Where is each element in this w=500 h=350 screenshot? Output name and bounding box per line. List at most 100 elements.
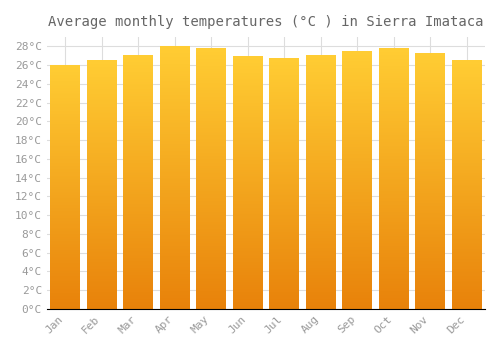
Bar <box>306 172 336 173</box>
Bar <box>196 243 226 245</box>
Bar <box>50 102 80 104</box>
Bar <box>232 278 262 280</box>
Bar <box>269 302 299 304</box>
Bar <box>306 207 336 209</box>
Bar <box>123 281 153 284</box>
Bar <box>232 194 262 196</box>
Bar <box>306 55 336 57</box>
Bar <box>269 148 299 150</box>
Bar <box>160 116 190 118</box>
Bar <box>196 281 226 283</box>
Bar <box>160 142 190 145</box>
Bar <box>196 180 226 182</box>
Bar <box>416 194 445 196</box>
Bar <box>379 255 408 257</box>
Bar <box>342 237 372 238</box>
Bar <box>379 288 408 290</box>
Bar <box>232 99 262 102</box>
Bar <box>196 187 226 189</box>
Bar <box>269 125 299 127</box>
Bar <box>86 208 117 209</box>
Bar <box>269 215 299 217</box>
Bar <box>123 288 153 290</box>
Bar <box>86 275 117 277</box>
Bar <box>160 132 190 134</box>
Bar <box>160 207 190 209</box>
Bar <box>86 155 117 156</box>
Bar <box>123 94 153 96</box>
Bar <box>86 303 117 306</box>
Bar <box>342 111 372 113</box>
Bar <box>342 145 372 147</box>
Bar <box>86 193 117 195</box>
Bar <box>269 104 299 105</box>
Bar <box>306 182 336 183</box>
Bar <box>86 232 117 234</box>
Bar <box>196 133 226 135</box>
Bar <box>452 98 482 100</box>
Bar <box>232 130 262 132</box>
Bar <box>196 168 226 170</box>
Bar <box>232 160 262 162</box>
Bar <box>160 247 190 249</box>
Bar <box>196 227 226 229</box>
Bar <box>379 182 408 184</box>
Bar <box>232 266 262 268</box>
Bar <box>379 64 408 66</box>
Bar <box>306 121 336 122</box>
Bar <box>160 288 190 289</box>
Bar <box>269 295 299 297</box>
Bar <box>160 242 190 244</box>
Bar <box>452 294 482 295</box>
Bar <box>416 245 445 247</box>
Bar <box>342 133 372 135</box>
Bar <box>379 144 408 146</box>
Bar <box>342 283 372 285</box>
Bar <box>86 181 117 183</box>
Bar <box>416 276 445 278</box>
Bar <box>306 146 336 148</box>
Bar <box>379 220 408 222</box>
Bar <box>86 132 117 133</box>
Bar <box>123 99 153 100</box>
Bar <box>86 188 117 190</box>
Bar <box>269 280 299 282</box>
Bar <box>452 133 482 135</box>
Bar <box>160 106 190 108</box>
Bar <box>123 222 153 224</box>
Bar <box>452 277 482 279</box>
Bar <box>232 246 262 248</box>
Bar <box>123 300 153 302</box>
Bar <box>196 107 226 109</box>
Bar <box>196 211 226 213</box>
Bar <box>269 297 299 299</box>
Bar <box>160 177 190 179</box>
Bar <box>50 271 80 273</box>
Bar <box>196 170 226 172</box>
Bar <box>269 132 299 134</box>
Bar <box>416 65 445 66</box>
Bar <box>379 210 408 211</box>
Bar <box>379 107 408 109</box>
Bar <box>452 236 482 238</box>
Bar <box>269 155 299 157</box>
Bar <box>196 196 226 198</box>
Bar <box>269 224 299 225</box>
Bar <box>123 236 153 238</box>
Bar <box>342 243 372 245</box>
Bar <box>342 156 372 158</box>
Bar <box>416 70 445 72</box>
Bar <box>160 74 190 76</box>
Bar <box>342 159 372 161</box>
Bar <box>452 169 482 172</box>
Bar <box>342 171 372 173</box>
Bar <box>123 248 153 250</box>
Bar <box>342 269 372 271</box>
Bar <box>123 124 153 126</box>
Bar <box>452 247 482 249</box>
Bar <box>269 222 299 224</box>
Bar <box>196 177 226 178</box>
Bar <box>452 251 482 252</box>
Bar <box>50 268 80 270</box>
Bar <box>269 190 299 192</box>
